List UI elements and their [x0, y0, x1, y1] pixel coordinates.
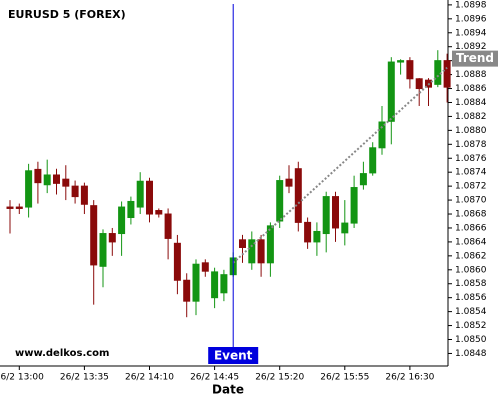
y-tick-label: 1.0882 [455, 112, 487, 122]
event-label: Event [214, 349, 253, 363]
candle-body [257, 239, 265, 264]
watermark: www.delkos.com [15, 348, 109, 359]
candle-body [266, 225, 274, 264]
event-label-box [208, 347, 259, 364]
candle-body [25, 170, 33, 208]
candle-body [201, 262, 209, 272]
candle-body [406, 60, 414, 80]
candle-body [304, 221, 312, 243]
y-tick-label: 1.0862 [455, 251, 487, 261]
candle-body [192, 263, 200, 302]
candle-body [136, 180, 144, 208]
y-tick-label: 1.0898 [455, 0, 487, 10]
y-tick-label: 1.0884 [455, 98, 487, 108]
candle-body [127, 200, 135, 219]
candle-body [34, 168, 42, 184]
candle-body [164, 213, 172, 239]
candle-body [397, 60, 405, 63]
candle-body [294, 168, 302, 223]
candle-body [350, 187, 358, 224]
y-tick-label: 1.0868 [455, 210, 487, 220]
candle-body [183, 279, 191, 302]
candle-body [99, 233, 107, 267]
trend-line [232, 66, 448, 264]
candle-body [313, 230, 321, 243]
y-tick-label: 1.0896 [455, 14, 487, 24]
candle-body [415, 78, 423, 90]
y-tick-label: 1.0850 [455, 335, 487, 345]
trend-label-box [452, 50, 498, 67]
candle-body [118, 206, 126, 235]
y-tick-label: 1.0878 [455, 140, 487, 150]
y-tick-label: 1.0864 [455, 237, 487, 247]
x-tick-label: 26/2 16:30 [385, 373, 434, 383]
x-axis-title: Date [212, 383, 244, 397]
y-tick-label: 1.0858 [455, 279, 487, 289]
y-tick-label: 1.0876 [455, 154, 487, 164]
candle-body [220, 274, 228, 294]
y-tick-label: 1.0874 [455, 168, 487, 178]
y-tick-label: 1.0866 [455, 223, 487, 233]
y-tick-label: 1.0852 [455, 321, 487, 331]
x-tick-label: 26/2 13:35 [60, 373, 109, 383]
candle-body [322, 196, 330, 235]
x-tick-label: 26/2 14:45 [190, 373, 239, 383]
candle-body [378, 121, 386, 149]
candle-body [155, 210, 163, 215]
x-tick-label: 26/2 15:20 [255, 373, 304, 383]
candle-body [90, 205, 98, 266]
candle-body [239, 239, 246, 248]
y-tick-label: 1.0886 [455, 84, 487, 94]
candle-body [6, 206, 14, 209]
x-tick-label: 26/2 14:10 [125, 373, 174, 383]
y-tick-label: 1.0872 [455, 182, 487, 192]
trend-label: Trend [456, 51, 494, 65]
candle-body [387, 61, 395, 122]
candle-body [62, 178, 70, 187]
x-tick-label: 26/2 15:55 [320, 373, 369, 383]
y-tick-label: 1.0854 [455, 307, 487, 317]
candle-body [173, 242, 181, 281]
candle-body [369, 147, 377, 174]
candle-body [146, 180, 153, 215]
y-tick-label: 1.0860 [455, 265, 487, 275]
candle-body [434, 60, 442, 85]
candle-body [276, 180, 284, 222]
candle-body [211, 271, 219, 299]
x-tick-label: 26/2 13:00 [0, 373, 44, 383]
candle-body [43, 174, 51, 186]
y-tick-label: 1.0848 [455, 349, 487, 359]
candle-body [15, 206, 23, 209]
candle-body [53, 174, 60, 184]
y-tick-label: 1.0894 [455, 28, 487, 38]
y-tick-label: 1.0880 [455, 126, 487, 136]
candle-body [285, 178, 293, 187]
candle-body [443, 60, 451, 88]
candle-body [332, 196, 339, 229]
y-tick-label: 1.0870 [455, 196, 487, 206]
candle-body [108, 233, 116, 243]
candle-body [341, 222, 349, 234]
y-tick-label: 1.0888 [455, 70, 487, 80]
candle-body [359, 173, 367, 186]
candle-body [248, 239, 256, 264]
y-tick-label: 1.0856 [455, 293, 487, 303]
chart-title: EURUSD 5 (FOREX) [8, 8, 126, 21]
candle-body [80, 185, 88, 205]
candle-body [71, 185, 79, 198]
y-tick-label: 1.0892 [455, 42, 487, 52]
